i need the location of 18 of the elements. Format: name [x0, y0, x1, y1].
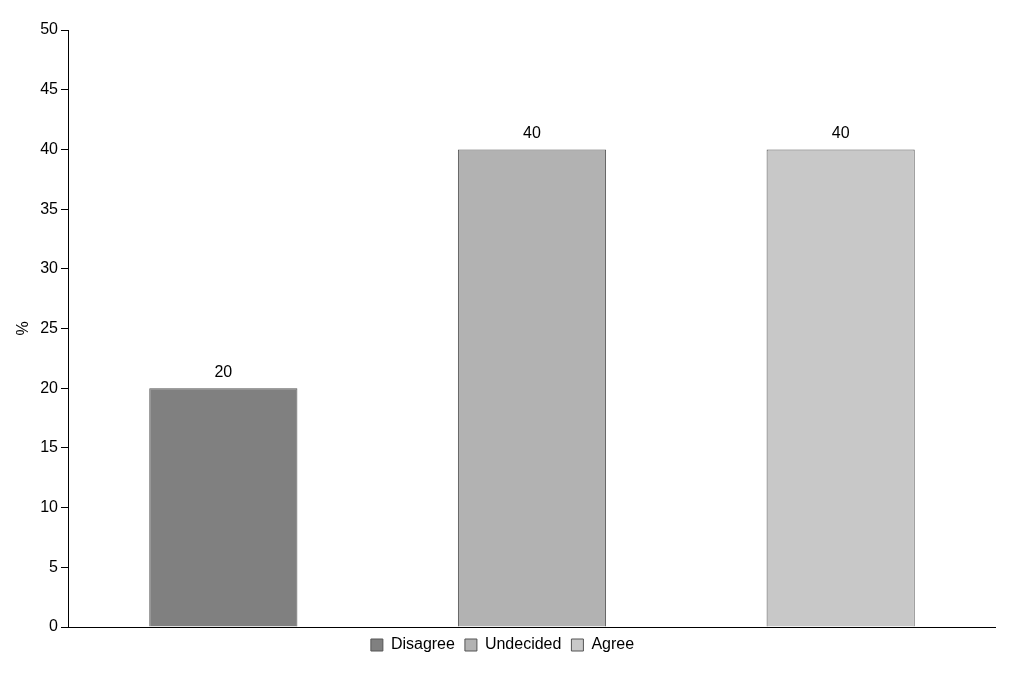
y-tick-label: 5	[49, 557, 59, 575]
y-tick-label: 0	[49, 617, 59, 635]
legend-label: Agree	[591, 635, 635, 653]
y-axis-title: %	[14, 321, 32, 336]
data-label: 40	[523, 123, 541, 141]
legend-label: Undecided	[484, 635, 562, 653]
y-tick-label: 25	[40, 318, 59, 336]
y-tick-label: 10	[40, 498, 59, 516]
legend-label: Disagree	[390, 635, 456, 653]
y-tick-label: 30	[40, 259, 59, 277]
data-label: 40	[831, 123, 850, 141]
y-tick-label: 50	[40, 20, 59, 38]
y-tick-label: 35	[40, 199, 59, 217]
y-tick-label: 40	[40, 139, 59, 157]
data-label: 20	[214, 362, 233, 380]
y-tick-label: 45	[40, 80, 59, 98]
y-tick-label: 20	[40, 378, 59, 396]
y-tick-label: 15	[40, 438, 59, 456]
